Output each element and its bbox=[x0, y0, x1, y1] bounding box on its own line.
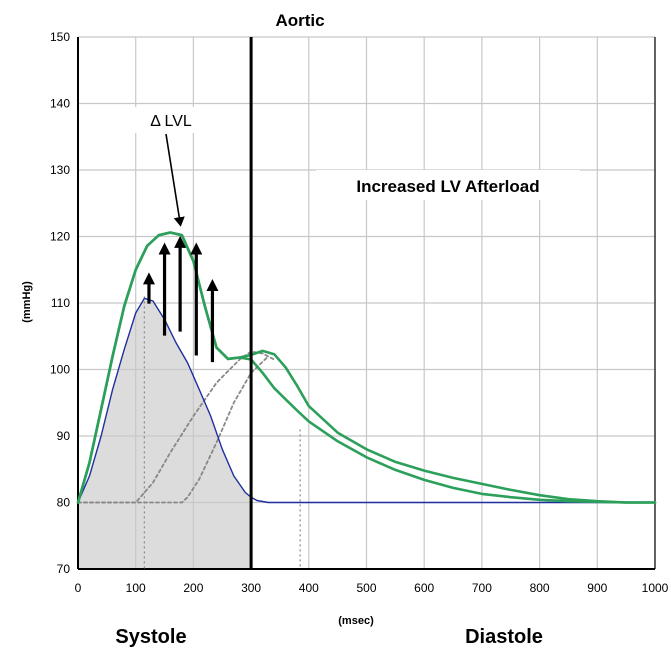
y-tick-label: 150 bbox=[50, 30, 70, 44]
x-tick-label: 100 bbox=[126, 581, 146, 595]
delta-arrow-head bbox=[158, 242, 171, 255]
x-tick-label: 500 bbox=[356, 581, 376, 595]
x-tick-label: 300 bbox=[241, 581, 261, 595]
y-tick-label: 70 bbox=[57, 562, 71, 576]
systole-label: Systole bbox=[115, 626, 186, 648]
systole-shaded-area bbox=[78, 298, 252, 569]
delta-lvl-pointer-arrow bbox=[165, 133, 185, 227]
delta-arrow-head bbox=[190, 242, 203, 255]
y-tick-label: 110 bbox=[51, 296, 70, 310]
y-axis-label: (mmHg) bbox=[21, 281, 33, 323]
x-tick-label: 600 bbox=[414, 581, 434, 595]
annotation-background bbox=[316, 170, 580, 200]
chart-title: Aortic bbox=[275, 11, 324, 30]
y-tick-label: 120 bbox=[50, 230, 70, 244]
x-tick-label: 0 bbox=[75, 581, 82, 595]
y-tick-label: 80 bbox=[57, 496, 71, 510]
y-tick-labels: 70 80 90 100 110 120 130 140 150 bbox=[50, 30, 70, 576]
x-tick-label: 400 bbox=[299, 581, 319, 595]
series-layer bbox=[76, 231, 657, 504]
x-tick-label: 200 bbox=[183, 581, 203, 595]
x-tick-label: 700 bbox=[472, 581, 492, 595]
series-line bbox=[77, 355, 270, 504]
y-tick-label: 100 bbox=[50, 363, 70, 377]
x-tick-label: 800 bbox=[530, 581, 550, 595]
x-axis-label: (msec) bbox=[338, 615, 374, 627]
delta-arrows bbox=[142, 235, 219, 363]
x-tick-label: 1000 bbox=[642, 581, 669, 595]
y-tick-label: 140 bbox=[50, 97, 70, 111]
x-tick-labels: 0 100 200 300 400 500 600 700 800 900 1000 bbox=[75, 581, 669, 595]
reference-dotted-lines bbox=[143, 296, 301, 569]
delta-arrow-head bbox=[206, 279, 219, 292]
series-line bbox=[76, 231, 657, 504]
delta-arrow-head bbox=[142, 272, 155, 285]
series-line bbox=[77, 297, 656, 504]
series-line bbox=[77, 350, 276, 504]
y-tick-label: 130 bbox=[50, 163, 70, 177]
afterload-annotation: Increased LV Afterload bbox=[356, 177, 539, 196]
delta-arrow-head bbox=[174, 235, 187, 248]
delta-label-background bbox=[133, 107, 211, 133]
y-tick-label: 90 bbox=[57, 429, 71, 443]
delta-lvl-label: Δ LVL bbox=[150, 113, 192, 130]
diastole-label: Diastole bbox=[465, 626, 543, 648]
x-tick-label: 900 bbox=[587, 581, 607, 595]
plot-border bbox=[77, 37, 656, 570]
